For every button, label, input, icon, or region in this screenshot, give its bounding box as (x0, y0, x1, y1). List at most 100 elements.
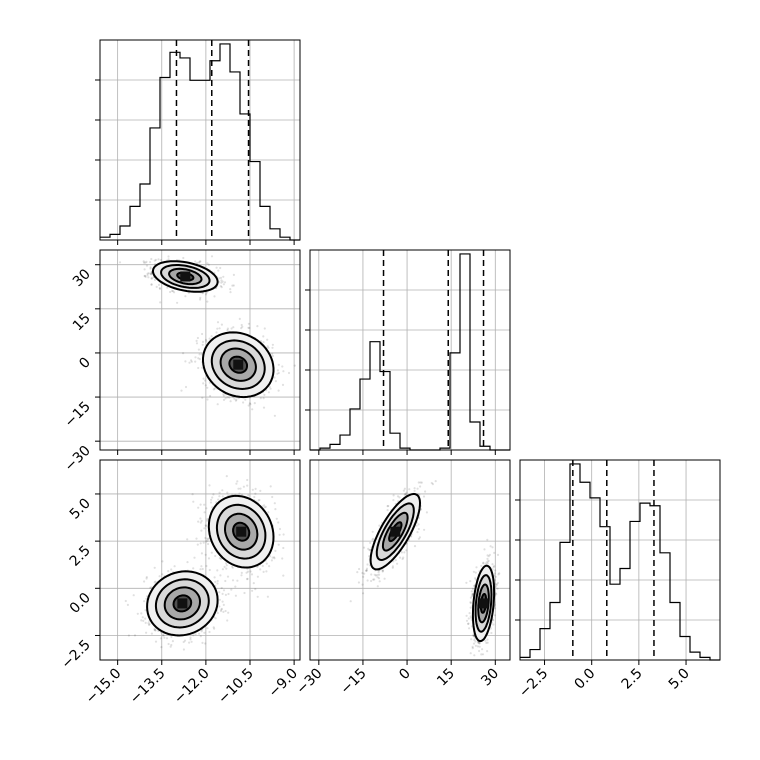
sample-point (377, 571, 380, 574)
sample-point (240, 327, 243, 330)
scatter-panel-p2-vs-p1 (309, 459, 511, 665)
sample-point (201, 641, 204, 645)
sample-point (219, 557, 223, 561)
sample-point (241, 325, 244, 328)
sample-point (149, 586, 152, 589)
sample-point (273, 414, 276, 417)
sample-point (265, 570, 268, 573)
sample-point (386, 509, 389, 512)
sample-point (242, 485, 245, 488)
sample-point (136, 612, 139, 615)
sample-point (188, 641, 191, 644)
sample-point (251, 488, 254, 491)
sample-point (234, 585, 237, 588)
sample-point (153, 581, 156, 584)
sample-point (424, 490, 427, 493)
sample-point (376, 585, 379, 588)
sample-point (150, 277, 153, 280)
sample-point (277, 521, 280, 524)
sample-point (167, 642, 170, 646)
sample-point (218, 491, 221, 494)
sample-point (149, 272, 152, 275)
sample-point (218, 557, 221, 560)
sample-point (257, 499, 260, 502)
sample-point (239, 487, 242, 490)
sample-point (213, 387, 216, 390)
sample-point (145, 264, 149, 267)
sample-point (205, 564, 208, 568)
sample-point (396, 495, 400, 498)
sample-point (201, 340, 205, 343)
sample-point (246, 577, 249, 580)
sample-point (203, 631, 206, 634)
sample-point (206, 300, 209, 303)
sample-point (222, 603, 225, 607)
sample-point (224, 609, 227, 613)
sample-point (234, 594, 237, 597)
sample-point (419, 485, 422, 488)
sample-point (276, 369, 279, 372)
sample-point (271, 346, 274, 349)
sample-point (417, 537, 420, 540)
sample-point (221, 280, 224, 283)
sample-point (465, 619, 469, 622)
sample-point (208, 337, 211, 340)
sample-point (489, 545, 492, 548)
sample-point (207, 537, 210, 540)
sample-point (377, 577, 381, 580)
sample-point (247, 404, 250, 407)
sample-point (147, 272, 150, 275)
sample-point (282, 546, 285, 550)
sample-point (362, 575, 365, 579)
sample-point (253, 495, 256, 499)
sample-point (400, 551, 403, 554)
sample-point (278, 533, 281, 536)
sample-point (216, 582, 219, 585)
sample-point (205, 507, 208, 510)
sample-point (182, 640, 185, 644)
sample-point (166, 286, 169, 289)
sample-point (247, 326, 250, 329)
sample-point (273, 376, 276, 379)
sample-point (208, 568, 211, 572)
sample-point (144, 609, 147, 612)
sample-point (478, 645, 481, 648)
sample-point (381, 570, 384, 573)
sample-point (204, 553, 207, 556)
sample-point (192, 567, 195, 570)
sample-point (144, 621, 147, 625)
sample-point (196, 336, 199, 340)
sample-point (160, 646, 163, 649)
sample-point (396, 562, 399, 565)
sample-point (230, 327, 233, 330)
sample-point (248, 326, 251, 330)
sample-point (206, 539, 209, 542)
sample-point (238, 317, 241, 320)
sample-point (150, 277, 153, 280)
sample-point (213, 295, 216, 298)
sample-point (365, 569, 368, 573)
sample-point (162, 634, 165, 637)
scatter-panel-p2-vs-p0 (95, 459, 301, 665)
sample-point (197, 520, 200, 523)
sample-point (431, 483, 434, 486)
sample-point (356, 571, 359, 574)
sample-point (378, 524, 381, 527)
sample-point (271, 354, 274, 358)
sample-point (471, 647, 474, 650)
sample-point (481, 653, 485, 656)
sample-point (378, 573, 381, 576)
sample-point (237, 487, 240, 490)
sample-point (218, 591, 221, 594)
sample-point (148, 623, 151, 626)
sample-point (221, 568, 224, 571)
sample-point (274, 380, 277, 383)
sample-point (495, 584, 498, 587)
sample-point (401, 557, 404, 561)
sample-point (376, 573, 379, 577)
sample-point (170, 643, 173, 647)
sample-point (206, 386, 209, 389)
sample-point (205, 291, 208, 294)
sample-point (216, 327, 219, 330)
sample-point (273, 502, 276, 505)
